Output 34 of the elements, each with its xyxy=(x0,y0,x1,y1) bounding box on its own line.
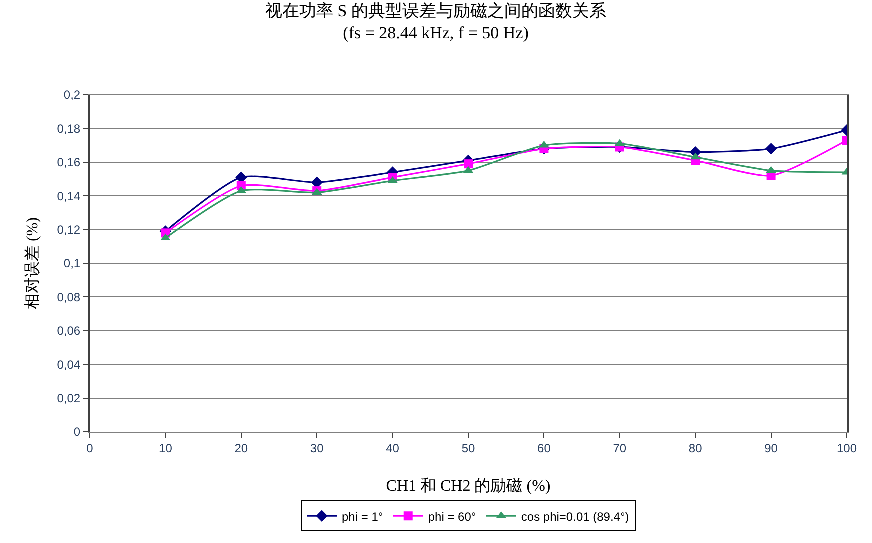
y-tick-label: 0,06 xyxy=(57,324,81,338)
y-tick-label: 0,16 xyxy=(57,156,81,170)
y-tick-label: 0,14 xyxy=(57,189,81,204)
chart-subtitle: (fs = 28.44 kHz, f = 50 Hz) xyxy=(343,23,529,42)
x-tick-label: 20 xyxy=(234,441,248,456)
legend-label: cos phi=0.01 (89.4°) xyxy=(521,510,630,524)
y-tick-label: 0 xyxy=(74,425,81,440)
chart-title: 视在功率 S 的典型误差与励磁之间的函数关系 xyxy=(266,1,606,20)
x-tick-label: 90 xyxy=(764,441,778,456)
legend-label: phi = 60° xyxy=(428,510,476,524)
point xyxy=(765,143,778,155)
x-tick-label: 10 xyxy=(159,441,173,456)
y-tick-label: 0,02 xyxy=(57,392,81,406)
x-tick-label: 100 xyxy=(836,441,858,456)
point xyxy=(766,166,776,174)
y-tick-label: 0,18 xyxy=(57,122,81,136)
point xyxy=(311,176,323,188)
point xyxy=(464,160,473,169)
x-tick-label: 50 xyxy=(462,441,476,456)
y-tick-label: 0,12 xyxy=(57,223,81,237)
point xyxy=(388,176,398,184)
y-tick-label: 0,1 xyxy=(64,256,81,271)
x-tick-label: 40 xyxy=(386,441,400,456)
x-tick-label: 0 xyxy=(86,441,94,456)
y-axis-title: 相对误差 (%) xyxy=(24,218,42,310)
legend-label: phi = 1° xyxy=(342,510,384,524)
x-tick-label: 80 xyxy=(688,441,703,456)
y-tick-label: 0,04 xyxy=(57,358,81,372)
y-tick-label: 0,2 xyxy=(64,88,81,102)
x-tick-label: 30 xyxy=(310,441,324,456)
y-tick-label: 0,08 xyxy=(57,290,81,304)
x-axis-title: CH1 和 CH2 的励磁 (%) xyxy=(386,477,551,496)
x-tick-label: 70 xyxy=(613,441,627,456)
x-tick-label: 60 xyxy=(538,441,552,456)
